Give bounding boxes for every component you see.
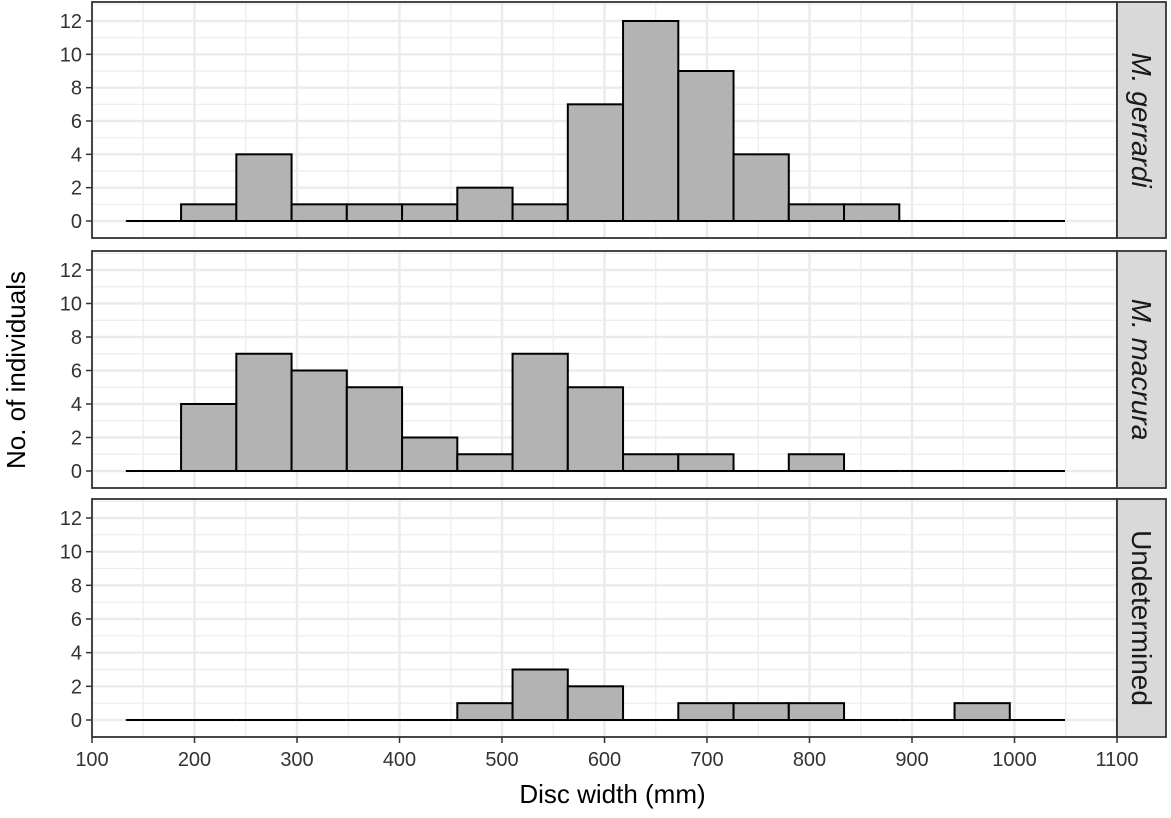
histogram-bar — [953, 702, 1011, 722]
y-tick-label: 4 — [71, 144, 82, 166]
histogram-bar — [290, 203, 348, 222]
histogram-bar — [732, 153, 790, 222]
x-tick-label: 200 — [178, 749, 211, 771]
histogram-bar — [677, 70, 735, 222]
facet-strip — [1116, 1, 1167, 239]
y-tick-label: 0 — [71, 461, 82, 483]
y-tick-label: 4 — [71, 394, 82, 416]
histogram-bar — [180, 403, 238, 472]
y-tick-label: 10 — [60, 294, 82, 316]
facet-strip-label: M. gerrardi — [1126, 52, 1157, 188]
x-tick-label: 700 — [690, 749, 723, 771]
histogram-bar — [511, 668, 569, 721]
facet-panel-3: 0 2 4 6 8 10 12 Undetermined — [60, 498, 1167, 738]
histogram-bar — [622, 20, 680, 222]
x-tick-label: 300 — [280, 749, 313, 771]
histogram-bar — [787, 453, 846, 472]
facet-strip-label: M. macrura — [1126, 299, 1157, 441]
histogram-bar — [732, 702, 790, 722]
y-tick-label: 12 — [60, 260, 82, 282]
x-axis-title: Disc width (mm) — [519, 779, 705, 809]
histogram-bar — [622, 453, 680, 472]
x-tick-label: 400 — [383, 749, 416, 771]
y-tick-label: 12 — [60, 508, 82, 530]
histogram-bar — [345, 203, 404, 222]
histogram-bar — [456, 702, 514, 722]
y-tick-label: 0 — [71, 211, 82, 233]
histogram-bar — [566, 386, 625, 472]
y-tick-label: 10 — [60, 542, 82, 564]
histogram-bar — [511, 203, 569, 222]
x-tick-label: 600 — [588, 749, 621, 771]
y-tick-label: 6 — [71, 111, 82, 133]
histogram-bar — [345, 386, 404, 472]
facet-panel-1: 0 2 4 6 8 10 12 M. gerrardi — [60, 1, 1167, 239]
histogram-bar — [180, 203, 238, 222]
facet-strip — [1116, 250, 1167, 489]
x-axis: 100 200 300 400 500 600 700 800 900 1000 1100 — [75, 737, 1139, 771]
facet-panel-2: 0 2 4 6 8 10 12 M. macrura — [60, 250, 1167, 489]
y-tick-label: 2 — [71, 676, 82, 698]
x-tick-label: 100 — [75, 749, 108, 771]
x-tick-label: 800 — [793, 749, 826, 771]
y-tick-label: 10 — [60, 44, 82, 66]
histogram-bar — [677, 453, 735, 472]
histogram-bar — [843, 203, 901, 222]
y-tick-label: 4 — [71, 643, 82, 665]
histogram-bar — [456, 186, 514, 223]
x-tick-label: 500 — [485, 749, 518, 771]
y-tick-label: 6 — [71, 609, 82, 631]
facet-strip — [1116, 498, 1167, 738]
histogram-bar — [235, 352, 293, 472]
histogram-bar — [456, 453, 514, 472]
histogram-bar — [787, 203, 846, 222]
y-tick-label: 2 — [71, 178, 82, 200]
y-tick-label: 12 — [60, 11, 82, 33]
y-axis-title: No. of individuals — [1, 271, 31, 469]
histogram-bar — [401, 436, 459, 472]
x-tick-label: 900 — [895, 749, 928, 771]
histogram-bar — [511, 352, 569, 472]
histogram-bar — [235, 153, 293, 222]
y-tick-label: 8 — [71, 327, 82, 349]
y-tick-label: 2 — [71, 428, 82, 450]
histogram-bar — [290, 369, 348, 472]
y-tick-label: 8 — [71, 78, 82, 100]
histogram-bar — [566, 685, 625, 721]
x-tick-label: 1100 — [1095, 749, 1138, 771]
histogram-bar — [677, 702, 735, 722]
histogram-bar — [787, 702, 846, 722]
y-tick-label: 8 — [71, 575, 82, 597]
x-tick-label: 1000 — [992, 749, 1037, 771]
facet-strip-label: Undetermined — [1126, 530, 1157, 706]
histogram-bar — [566, 103, 625, 222]
histogram-bar — [401, 203, 459, 222]
y-tick-label: 0 — [71, 710, 82, 732]
y-tick-label: 6 — [71, 361, 82, 383]
